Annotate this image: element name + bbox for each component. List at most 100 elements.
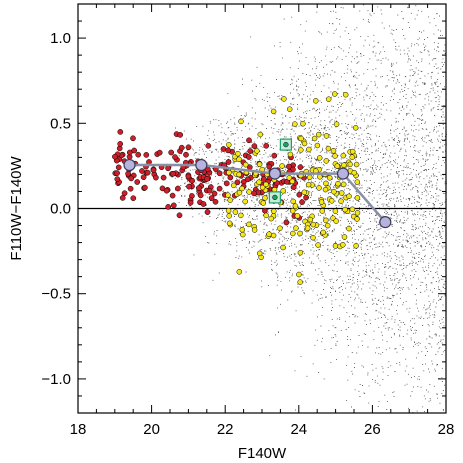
red-point bbox=[128, 175, 135, 182]
yellow-point bbox=[310, 234, 316, 241]
yellow-point bbox=[353, 161, 360, 168]
red-point bbox=[114, 176, 121, 182]
yellow-point bbox=[235, 150, 241, 157]
red-point bbox=[183, 151, 189, 158]
red-point bbox=[121, 190, 128, 197]
yellow-point bbox=[294, 213, 301, 219]
red-point bbox=[125, 170, 131, 177]
yellow-point bbox=[242, 198, 248, 205]
red-point bbox=[135, 151, 142, 158]
yellow-point bbox=[300, 120, 306, 127]
red-point bbox=[117, 129, 124, 135]
yellow-point bbox=[354, 195, 361, 201]
red-point bbox=[131, 147, 138, 154]
x-tick-label: 28 bbox=[438, 421, 455, 438]
red-point bbox=[160, 174, 167, 181]
red-point bbox=[286, 163, 292, 170]
yellow-point bbox=[338, 198, 344, 204]
yellow-point bbox=[331, 91, 338, 97]
red-point bbox=[163, 187, 170, 194]
red-point bbox=[186, 183, 192, 190]
yellow-point bbox=[257, 131, 264, 138]
yellow-point bbox=[232, 209, 239, 215]
yellow-point bbox=[307, 216, 314, 223]
yellow-point bbox=[242, 161, 249, 168]
yellow-point bbox=[226, 220, 233, 227]
yellow-point bbox=[314, 142, 321, 149]
yellow-point bbox=[340, 152, 347, 159]
yellow-point bbox=[335, 180, 341, 187]
yellow-point bbox=[297, 249, 304, 256]
red-point bbox=[225, 147, 231, 154]
yellow-point bbox=[298, 147, 304, 153]
yellow-points-layer bbox=[225, 91, 361, 285]
red-point bbox=[225, 159, 232, 165]
red-point bbox=[260, 176, 267, 182]
yellow-point bbox=[287, 151, 294, 158]
red-point bbox=[246, 137, 252, 144]
yellow-point bbox=[319, 208, 326, 214]
red-point bbox=[189, 177, 196, 184]
yellow-point bbox=[277, 225, 283, 232]
red-point bbox=[175, 185, 181, 192]
red-point bbox=[165, 204, 172, 210]
yellow-point bbox=[240, 231, 246, 238]
yellow-point bbox=[227, 197, 233, 203]
yellow-point bbox=[297, 279, 303, 285]
red-point bbox=[150, 167, 157, 174]
yellow-point bbox=[270, 232, 277, 239]
yellow-point bbox=[226, 169, 232, 176]
red-point bbox=[153, 174, 159, 181]
red-point bbox=[117, 141, 124, 147]
red-point bbox=[271, 152, 278, 159]
yellow-point bbox=[286, 106, 293, 112]
yellow-point bbox=[333, 121, 340, 127]
yellow-point bbox=[346, 225, 352, 232]
red-point bbox=[170, 170, 176, 177]
red-point bbox=[140, 174, 147, 181]
red-point bbox=[197, 192, 204, 199]
red-point bbox=[206, 187, 213, 194]
highlight-layer bbox=[268, 138, 292, 204]
yellow-point bbox=[236, 171, 242, 178]
red-point bbox=[212, 198, 219, 205]
red-point bbox=[156, 149, 163, 156]
yellow-point bbox=[281, 96, 287, 102]
yellow-point bbox=[306, 174, 313, 181]
red-point bbox=[204, 176, 210, 182]
yellow-point bbox=[259, 184, 266, 191]
yellow-point bbox=[271, 208, 277, 214]
red-point bbox=[234, 179, 241, 186]
red-point bbox=[139, 168, 145, 174]
yellow-point bbox=[320, 229, 326, 236]
yellow-point bbox=[323, 217, 329, 224]
median-marker bbox=[268, 167, 281, 180]
y-tick-label: −1.0 bbox=[41, 371, 71, 388]
red-point bbox=[185, 173, 192, 180]
yellow-point bbox=[332, 243, 339, 249]
yellow-point bbox=[349, 148, 356, 155]
median-marker bbox=[336, 167, 350, 180]
yellow-point bbox=[322, 186, 329, 193]
yellow-point bbox=[236, 156, 242, 163]
yellow-point bbox=[226, 142, 232, 148]
red-point bbox=[245, 154, 252, 160]
red-point bbox=[176, 212, 183, 219]
yellow-point bbox=[262, 195, 268, 201]
red-point bbox=[283, 219, 290, 226]
red-point bbox=[134, 179, 141, 185]
yellow-point bbox=[290, 198, 296, 205]
red-point bbox=[195, 185, 202, 191]
yellow-point bbox=[270, 108, 277, 115]
yellow-point bbox=[354, 210, 361, 216]
yellow-point bbox=[296, 271, 302, 278]
yellow-point bbox=[254, 148, 260, 154]
yellow-point bbox=[290, 230, 296, 237]
red-point bbox=[266, 163, 273, 170]
yellow-point bbox=[338, 190, 345, 196]
yellow-point bbox=[305, 181, 312, 188]
yellow-point bbox=[230, 182, 237, 189]
yellow-point bbox=[306, 146, 312, 153]
median-marker bbox=[379, 216, 392, 229]
